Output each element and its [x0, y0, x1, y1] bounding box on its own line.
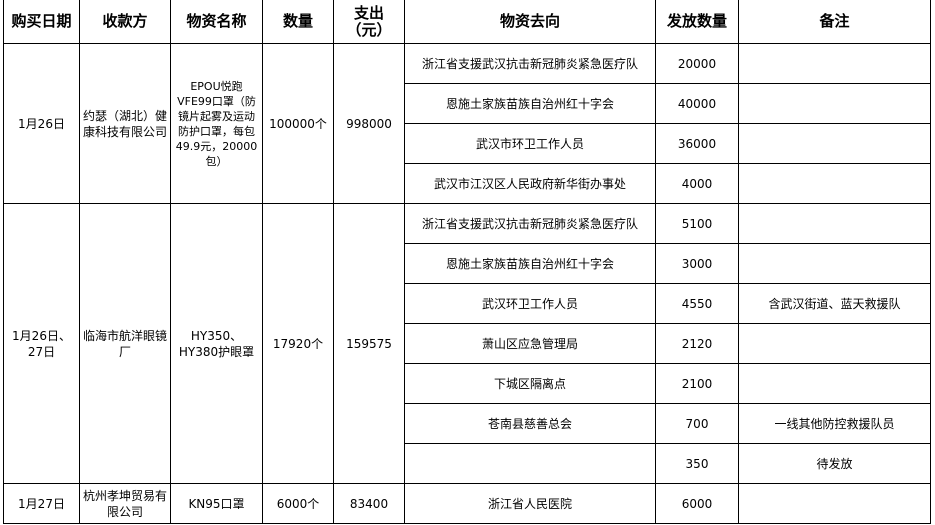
- item-name-cell: EPOU悦跑VFE99口罩（防镜片起雾及运动防护口罩，每包49.9元，20000…: [170, 43, 263, 204]
- note-cell: 待发放: [738, 443, 931, 484]
- table-row: 恩施土家族苗族自治州红十字会 3000: [4, 243, 931, 284]
- table-row: 1月27日 杭州孝坤贸易有限公司 KN95口罩 6000个 83400 浙江省人民医院 60…: [3, 483, 931, 524]
- destination-cell: 浙江省支援武汉抗击新冠肺炎紧急医疗队: [404, 43, 656, 84]
- destination-cell: 恩施土家族苗族自治州红十字会: [404, 243, 656, 284]
- distributed-quantity-cell: 4550: [655, 283, 739, 324]
- column-header: 购买日期: [3, 0, 80, 44]
- note-cell: 含武汉街道、蓝天救援队: [738, 283, 931, 324]
- table-row: 1月26日、27日 临海市航洋眼镜厂 HY350、HY380护眼罩 17920个 159…: [3, 203, 931, 484]
- note-cell: [738, 123, 931, 164]
- destination-cell: 苍南县慈善总会: [404, 403, 656, 444]
- quantity-cell: 6000个: [262, 483, 334, 524]
- table-row: 恩施土家族苗族自治州红十字会 40000: [4, 83, 931, 124]
- table-row: 苍南县慈善总会 700 一线其他防控救援队员: [4, 403, 931, 444]
- cost-cell: 998000: [333, 43, 405, 204]
- purchase-date-cell: 1月26日: [3, 43, 80, 204]
- note-cell: [738, 43, 931, 84]
- payee-cell: 临海市航洋眼镜厂: [79, 203, 171, 484]
- distributed-quantity-cell: 2100: [655, 363, 739, 404]
- note-cell: [738, 163, 931, 204]
- note-cell: [738, 243, 931, 284]
- cost-cell: 83400: [333, 483, 405, 524]
- column-header: 数量: [262, 0, 334, 44]
- quantity-cell: 17920个: [262, 203, 334, 484]
- purchase-date-cell: 1月27日: [3, 483, 80, 524]
- destination-cell: 下城区隔离点: [404, 363, 656, 404]
- distributed-quantity-cell: 4000: [655, 163, 739, 204]
- note-cell: [738, 203, 931, 244]
- purchase-date-cell: 1月26日、27日: [3, 203, 80, 484]
- table-row: 武汉市江汉区人民政府新华街办事处 4000: [4, 163, 931, 204]
- table-row: 1月26日 约瑟（湖北）健康科技有限公司 EPOU悦跑VFE99口罩（防镜片起雾及运…: [3, 43, 931, 204]
- column-header: 发放数量: [655, 0, 739, 44]
- item-name-cell: KN95口罩: [170, 483, 263, 524]
- note-cell: [738, 323, 931, 364]
- table-row: 武汉环卫工作人员 4550 含武汉街道、蓝天救援队: [4, 283, 931, 324]
- distributed-quantity-cell: 350: [655, 443, 739, 484]
- purchase-distribution-table: 购买日期 收款方 物资名称 数量 支出（元） 物资去向 发放数量 备注 1月26日 约瑟（湖北）…: [3, 0, 931, 524]
- note-cell: [738, 83, 931, 124]
- table-row: 下城区隔离点 2100: [4, 363, 931, 404]
- column-header: 备注: [738, 0, 931, 44]
- destination-cell: 浙江省支援武汉抗击新冠肺炎紧急医疗队: [404, 203, 656, 244]
- destination-cell: 萧山区应急管理局: [404, 323, 656, 364]
- distributed-quantity-cell: 36000: [655, 123, 739, 164]
- destination-cell: [404, 443, 656, 484]
- column-header: 收款方: [79, 0, 171, 44]
- destination-cell: 恩施土家族苗族自治州红十字会: [404, 83, 656, 124]
- payee-cell: 杭州孝坤贸易有限公司: [79, 483, 171, 524]
- column-header: 支出（元）: [333, 0, 405, 44]
- distributed-quantity-cell: 2120: [655, 323, 739, 364]
- header-row: 购买日期 收款方 物资名称 数量 支出（元） 物资去向 发放数量 备注: [3, 0, 931, 44]
- note-cell: 一线其他防控救援队员: [738, 403, 931, 444]
- destination-cell: 武汉市环卫工作人员: [404, 123, 656, 164]
- cost-cell: 159575: [333, 203, 405, 484]
- distributed-quantity-cell: 5100: [655, 203, 739, 244]
- table-row: 350 待发放: [4, 443, 931, 484]
- table-row: 武汉市环卫工作人员 36000: [4, 123, 931, 164]
- note-cell: [738, 363, 931, 404]
- distributed-quantity-cell: 6000: [655, 483, 739, 524]
- distributed-quantity-cell: 40000: [655, 83, 739, 124]
- destination-cell: 浙江省人民医院: [404, 483, 656, 524]
- payee-cell: 约瑟（湖北）健康科技有限公司: [79, 43, 171, 204]
- destination-cell: 武汉环卫工作人员: [404, 283, 656, 324]
- distributed-quantity-cell: 700: [655, 403, 739, 444]
- quantity-cell: 100000个: [262, 43, 334, 204]
- distributed-quantity-cell: 3000: [655, 243, 739, 284]
- distributed-quantity-cell: 20000: [655, 43, 739, 84]
- column-header: 物资去向: [404, 0, 656, 44]
- destination-cell: 武汉市江汉区人民政府新华街办事处: [404, 163, 656, 204]
- note-cell: [738, 483, 931, 524]
- item-name-cell: HY350、HY380护眼罩: [170, 203, 263, 484]
- column-header: 物资名称: [170, 0, 263, 44]
